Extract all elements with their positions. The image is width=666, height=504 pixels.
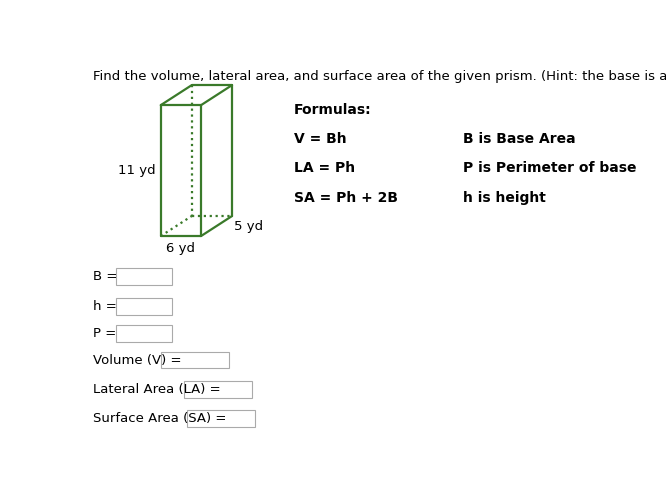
Text: 6 yd: 6 yd — [166, 242, 195, 255]
Text: Volume (V) =: Volume (V) = — [93, 353, 181, 366]
Text: B =: B = — [93, 270, 117, 283]
FancyBboxPatch shape — [116, 326, 172, 342]
Text: Formulas:: Formulas: — [294, 103, 372, 117]
Text: h =: h = — [93, 299, 117, 312]
Text: h is height: h is height — [463, 191, 546, 205]
Text: 5 yd: 5 yd — [234, 220, 264, 233]
FancyBboxPatch shape — [184, 381, 252, 398]
FancyBboxPatch shape — [187, 410, 255, 427]
Text: SA = Ph + 2B: SA = Ph + 2B — [294, 191, 398, 205]
Text: V = Bh: V = Bh — [294, 132, 347, 146]
FancyBboxPatch shape — [116, 298, 172, 314]
Text: P =: P = — [93, 327, 116, 340]
Text: B is Base Area: B is Base Area — [463, 132, 575, 146]
FancyBboxPatch shape — [161, 352, 229, 368]
Text: Find the volume, lateral area, and surface area of the given prism. (Hint: the b: Find the volume, lateral area, and surfa… — [93, 70, 666, 83]
Text: P is Perimeter of base: P is Perimeter of base — [463, 161, 637, 175]
Text: LA = Ph: LA = Ph — [294, 161, 355, 175]
Text: Surface Area (SA) =: Surface Area (SA) = — [93, 412, 226, 425]
FancyBboxPatch shape — [116, 268, 172, 285]
Text: 11 yd: 11 yd — [119, 164, 156, 177]
Text: Lateral Area (LA) =: Lateral Area (LA) = — [93, 383, 220, 396]
